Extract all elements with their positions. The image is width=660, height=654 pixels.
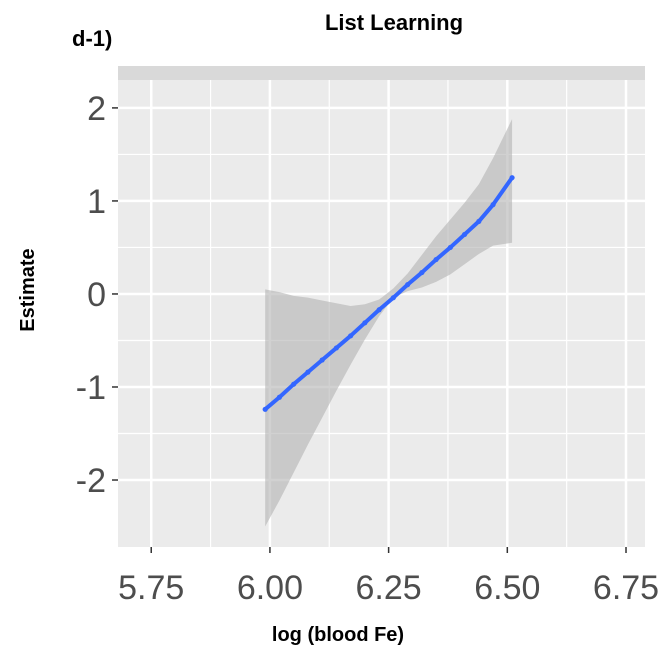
y-tick-label: -1 (76, 369, 106, 407)
fit-point (419, 269, 425, 276)
fit-point (376, 307, 382, 313)
fit-point (405, 282, 411, 288)
strip-background (118, 66, 645, 80)
fit-point (319, 357, 325, 363)
y-tick-label: 2 (87, 90, 106, 128)
x-tick-label: 6.25 (356, 569, 422, 607)
fit-line-layer (262, 175, 515, 412)
y-tick-label: 1 (87, 183, 106, 221)
fit-point (291, 381, 297, 387)
fit-point (509, 175, 515, 181)
x-tick-label: 6.00 (237, 569, 303, 607)
y-axis-label: Estimate (17, 248, 39, 331)
fit-point (305, 369, 311, 375)
fit-point (433, 256, 439, 263)
fit-point (348, 333, 354, 339)
fit-point (476, 218, 482, 225)
fit-point (276, 394, 283, 400)
x-tick-label: 5.75 (118, 569, 184, 607)
plot-panel (118, 80, 645, 547)
panel-label: d-1) (72, 26, 112, 51)
y-tick-label: 0 (87, 276, 106, 314)
fit-point (447, 244, 453, 251)
y-axis-ticks: 2 1 0 -1 -2 (76, 90, 118, 500)
fit-point (390, 295, 396, 301)
x-axis-label: log (blood Fe) (272, 624, 404, 646)
fit-point (262, 406, 268, 412)
chart-title: List Learning (325, 10, 463, 35)
fit-point (461, 231, 468, 238)
confidence-ribbon-layer (265, 119, 513, 527)
y-tick-label: -2 (76, 462, 106, 500)
x-tick-label: 6.75 (593, 569, 659, 607)
x-axis-ticks: 5.75 6.00 6.25 6.50 6.75 (118, 547, 659, 607)
fit-point (490, 202, 496, 208)
confidence-ribbon (265, 119, 513, 527)
fit-line (263, 175, 515, 412)
fit-point (333, 345, 339, 351)
minor-gridlines (118, 80, 645, 547)
x-tick-label: 6.50 (474, 569, 540, 607)
fit-point (362, 320, 368, 326)
